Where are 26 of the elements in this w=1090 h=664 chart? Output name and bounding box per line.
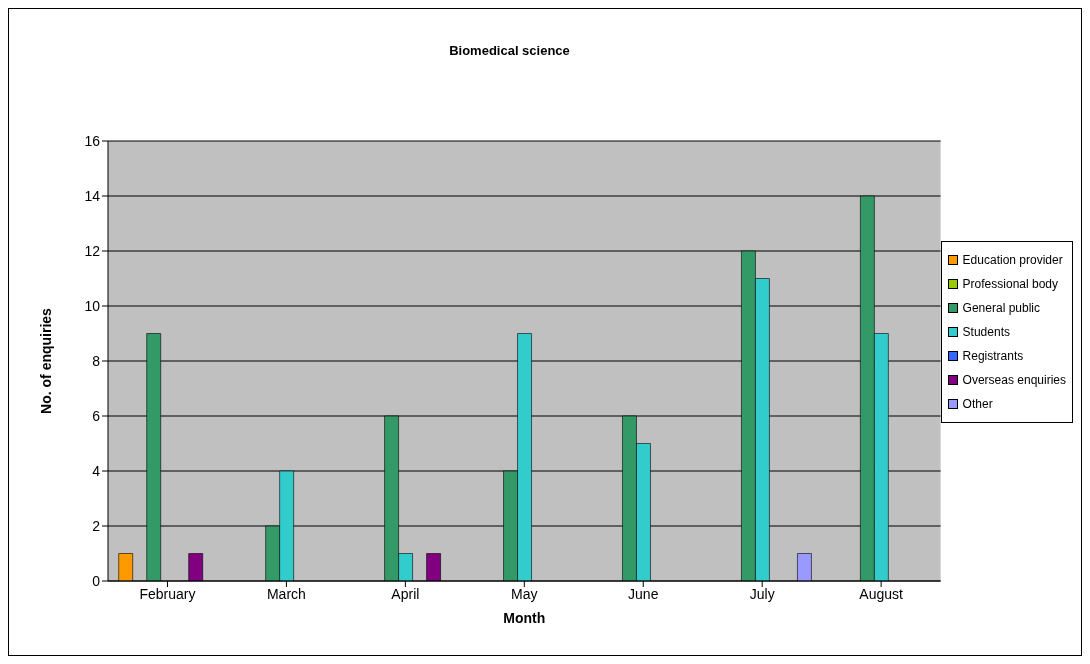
legend-label: Registrants [962,349,1024,363]
legend-label: Other [962,397,993,411]
y-tick-label: 6 [92,407,101,424]
legend-label: Education provider [962,253,1063,267]
x-axis-title: Month [503,610,546,626]
y-tick-label: 0 [92,572,101,589]
legend-label: Students [962,325,1010,339]
legend-label: General public [962,301,1040,315]
y-tick-label: 2 [92,517,101,534]
x-tick-label: March [266,585,306,602]
y-tick-label: 12 [84,242,101,259]
legend-label: Professional body [962,277,1058,291]
y-axis-title: No. of enquiries [37,307,54,414]
y-tick-label: 8 [92,352,101,369]
x-tick-label: February [139,585,196,602]
y-tick-label: 16 [84,132,101,149]
y-tick-label: 14 [84,187,101,204]
x-tick-label: August [859,585,904,602]
x-tick-label: June [628,585,659,602]
x-tick-label: May [511,585,538,602]
y-tick-label: 10 [84,297,101,314]
y-tick-label: 4 [92,462,101,479]
chart-title: Biomedical science [448,43,571,58]
x-tick-label: April [391,585,420,602]
legend-label: Overseas enquiries [962,373,1066,387]
x-tick-label: July [749,585,775,602]
